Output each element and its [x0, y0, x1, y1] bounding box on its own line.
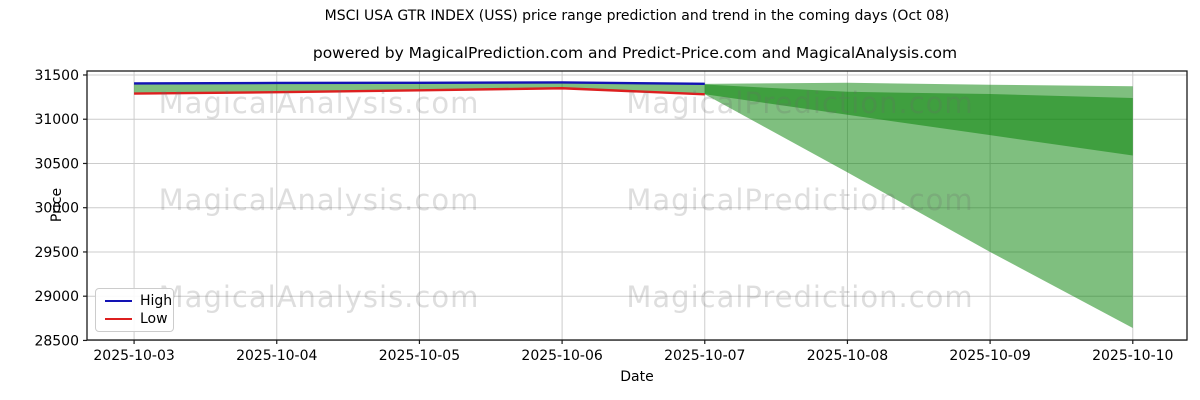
y-tick-label: 29000 — [34, 289, 79, 305]
legend: High Low — [95, 288, 174, 332]
x-axis-label: Date — [620, 369, 654, 385]
legend-swatch — [105, 300, 132, 302]
band-prediction-inner-range — [704, 84, 1133, 156]
x-tick-label: 2025-10-07 — [664, 348, 745, 364]
chart-title: MSCI USA GTR INDEX (USS) price range pre… — [324, 8, 950, 24]
x-tick-label: 2025-10-09 — [949, 348, 1030, 364]
x-tick-label: 2025-10-06 — [521, 348, 602, 364]
x-tick-label: 2025-10-08 — [807, 348, 888, 364]
legend-label: High — [140, 293, 173, 309]
y-tick-label: 30000 — [34, 201, 79, 217]
y-tick-label: 30500 — [34, 156, 79, 172]
legend-label: Low — [140, 311, 168, 327]
y-axis-label: Price — [49, 187, 65, 223]
y-tick-label: 31500 — [34, 68, 79, 84]
legend-swatch — [105, 318, 132, 320]
y-tick-label: 29500 — [34, 245, 79, 261]
y-tick-label: 31000 — [34, 112, 79, 128]
chart-subtitle: powered by MagicalPrediction.com and Pre… — [312, 44, 958, 62]
plot-border — [86, 70, 1188, 341]
legend-item-low: Low — [96, 312, 173, 326]
series-line-high — [134, 81, 705, 86]
legend-item-high: High — [96, 294, 173, 308]
x-tick-label: 2025-10-04 — [236, 348, 317, 364]
band-prediction-outer-range — [704, 82, 1133, 329]
y-tick-label: 28500 — [34, 333, 79, 349]
x-tick-label: 2025-10-03 — [93, 348, 174, 364]
x-tick-label: 2025-10-05 — [379, 348, 460, 364]
series-line-low — [134, 87, 705, 96]
x-tick-label: 2025-10-10 — [1092, 348, 1173, 364]
